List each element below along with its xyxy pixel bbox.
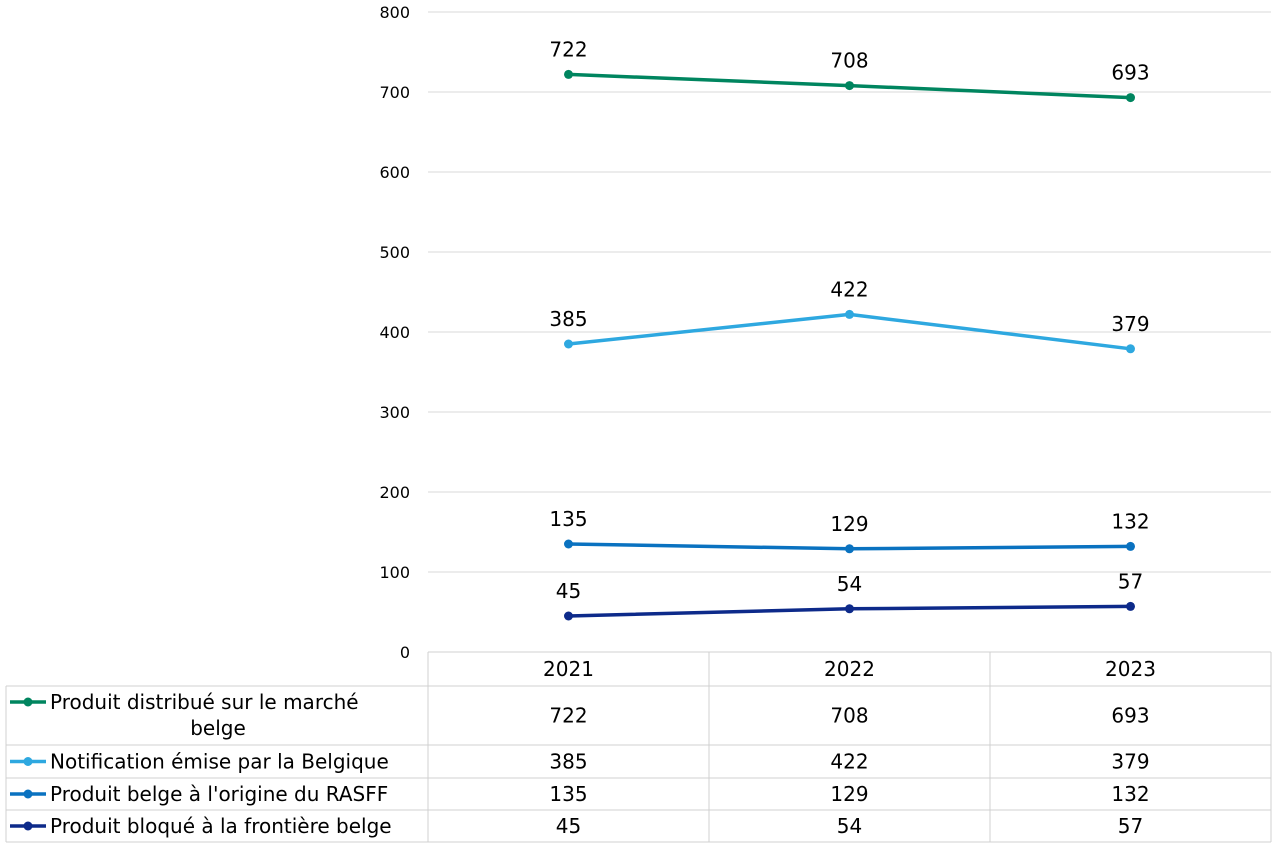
x-tick-label: 2023 [1105, 657, 1156, 681]
data-label: 45 [556, 579, 581, 603]
data-label: 722 [549, 37, 587, 61]
data-point [564, 539, 573, 549]
legend-label: Produit belge à l'origine du RASFF [50, 782, 388, 806]
table-cell-value: 45 [556, 814, 581, 838]
data-point [1126, 601, 1135, 611]
y-tick-label: 800 [379, 3, 410, 22]
y-tick-label: 100 [379, 563, 410, 582]
data-point [845, 604, 854, 614]
legend-label: Notification émise par la Belgique [50, 750, 389, 774]
data-label: 379 [1111, 312, 1149, 336]
data-label: 132 [1111, 509, 1149, 533]
y-tick-label: 200 [379, 483, 410, 502]
data-point [845, 81, 854, 91]
table-cell-value: 708 [830, 704, 868, 728]
legend-marker [23, 697, 33, 707]
y-axis-ticks: 0 100 200 300 400 500 600 700 800 [379, 3, 410, 662]
table-cell-value: 379 [1111, 750, 1149, 774]
data-label: 135 [549, 507, 587, 531]
x-tick-label: 2022 [824, 657, 875, 681]
data-label: 54 [837, 572, 862, 596]
data-point [564, 339, 573, 349]
data-label: 422 [830, 277, 868, 301]
legend-marker [23, 757, 33, 766]
data-point [564, 611, 573, 621]
data-table: 2021 2022 2023 Produit distribué sur le mar… [5, 651, 1272, 843]
table-cell-value: 385 [549, 750, 587, 774]
data-point [1126, 93, 1135, 103]
y-tick-label: 400 [379, 323, 410, 342]
table-cell-value: 129 [830, 782, 868, 806]
y-tick-label: 700 [379, 83, 410, 102]
legend-label: Produit distribué sur le marché [50, 690, 359, 714]
table-cell-value: 57 [1118, 814, 1143, 838]
legend-marker [23, 821, 33, 831]
data-point [564, 69, 573, 79]
data-label: 129 [830, 512, 868, 536]
data-point [1126, 541, 1135, 551]
data-labels: 722 708 693 385 422 379 135 129 132 45 54 57 [549, 37, 1149, 603]
table-cell-value: 135 [549, 782, 587, 806]
data-point [845, 309, 854, 319]
data-label: 708 [830, 49, 868, 73]
y-tick-label: 600 [379, 163, 410, 182]
legend-label: belge [190, 716, 246, 740]
y-tick-label: 300 [379, 403, 410, 422]
table-cell-value: 693 [1111, 704, 1149, 728]
gridlines [428, 11, 1271, 573]
y-tick-label: 500 [379, 243, 410, 262]
legend-marker [23, 789, 33, 799]
series-lines [564, 69, 1135, 621]
table-cell-value: 422 [830, 750, 868, 774]
x-tick-label: 2021 [543, 657, 594, 681]
data-label: 385 [549, 307, 587, 331]
data-point [1126, 344, 1135, 354]
table-cell-value: 54 [837, 814, 862, 838]
data-label: 693 [1111, 61, 1149, 85]
y-tick-label: 0 [400, 643, 410, 662]
table-cell-value: 722 [549, 704, 587, 728]
data-label: 57 [1118, 569, 1143, 593]
legend-label: Produit bloqué à la frontière belge [50, 814, 392, 838]
data-point [845, 544, 854, 554]
table-cell-value: 132 [1111, 782, 1149, 806]
